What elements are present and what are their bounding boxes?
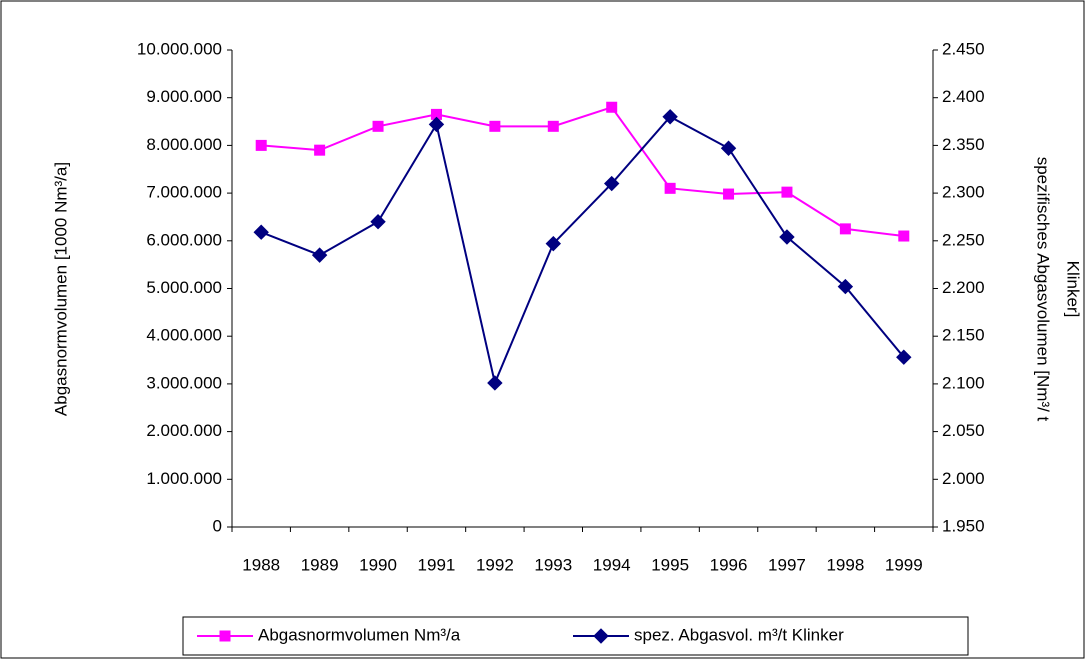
y-tick-label: 3.000.000	[146, 373, 222, 392]
data-point	[837, 278, 854, 295]
data-point	[489, 120, 501, 132]
x-tick-label: 1989	[301, 555, 339, 574]
y-tick-label: 5.000.000	[146, 278, 222, 297]
data-point	[253, 224, 269, 240]
data-point	[720, 140, 737, 156]
y-tick-label: 2.000.000	[146, 421, 222, 440]
data-point	[545, 235, 561, 252]
y-tick-label: 0	[213, 516, 222, 535]
y2-tick-label: 2.300	[942, 183, 985, 202]
y2-tick-label: 2.050	[942, 421, 985, 440]
y-tick-label: 10.000.000	[137, 39, 222, 58]
series-line	[261, 106, 904, 238]
x-tick-label: 1997	[768, 555, 806, 574]
x-tick-label: 1996	[710, 555, 748, 574]
y-tick-label: 1.000.000	[146, 469, 222, 488]
y2-tick-label: 2.150	[942, 326, 985, 345]
data-point	[606, 101, 618, 113]
y-tick-label: 6.000.000	[146, 230, 222, 249]
data-point	[898, 230, 910, 242]
legend-marker	[593, 628, 609, 644]
data-point	[662, 109, 678, 125]
x-tick-label: 1993	[534, 555, 572, 574]
data-point	[779, 229, 795, 245]
data-point	[781, 186, 793, 198]
x-tick-label: 1991	[418, 555, 456, 574]
series-line	[260, 115, 905, 387]
y2-tick-label: 2.200	[942, 278, 985, 297]
x-tick-label: 1999	[885, 555, 923, 574]
x-tick-label: 1992	[476, 555, 514, 574]
y2-tick-label: 2.450	[942, 39, 985, 58]
x-tick-label: 1988	[242, 555, 280, 574]
data-point	[664, 182, 676, 194]
y2-tick-label: 2.100	[942, 373, 985, 392]
data-point	[314, 144, 326, 156]
data-point	[487, 375, 503, 391]
x-tick-label: 1998	[826, 555, 864, 574]
y2-axis-title: Klinker]	[1064, 261, 1083, 318]
data-point	[370, 214, 386, 230]
y2-tick-label: 2.350	[942, 135, 985, 154]
data-point	[839, 223, 851, 235]
legend-marker	[219, 630, 231, 642]
y-tick-label: 8.000.000	[146, 135, 222, 154]
legend-label: spez. Abgasvol. m³/t Klinker	[634, 625, 844, 644]
data-point	[255, 139, 267, 151]
y2-tick-label: 2.000	[942, 469, 985, 488]
y2-axis-title: spezifisches Abgasvolumen [Nm³/ t	[1034, 157, 1053, 422]
data-point	[723, 188, 735, 200]
y-tick-label: 9.000.000	[146, 87, 222, 106]
data-point	[311, 247, 328, 263]
data-point	[372, 120, 384, 132]
y2-tick-label: 2.250	[942, 230, 985, 249]
y2-tick-label: 2.400	[942, 87, 985, 106]
y-tick-label: 7.000.000	[146, 183, 222, 202]
y-tick-label: 4.000.000	[146, 326, 222, 345]
x-tick-label: 1994	[593, 555, 631, 574]
data-point	[428, 116, 445, 133]
y2-tick-label: 1.950	[942, 516, 985, 535]
x-tick-label: 1990	[359, 555, 397, 574]
data-point	[547, 120, 559, 132]
data-point	[896, 349, 912, 365]
legend-label: Abgasnormvolumen Nm³/a	[258, 625, 461, 644]
y-axis-title: Abgasnormvolumen [1000 Nm³/a]	[51, 162, 70, 416]
x-tick-label: 1995	[651, 555, 689, 574]
data-point	[604, 175, 620, 192]
